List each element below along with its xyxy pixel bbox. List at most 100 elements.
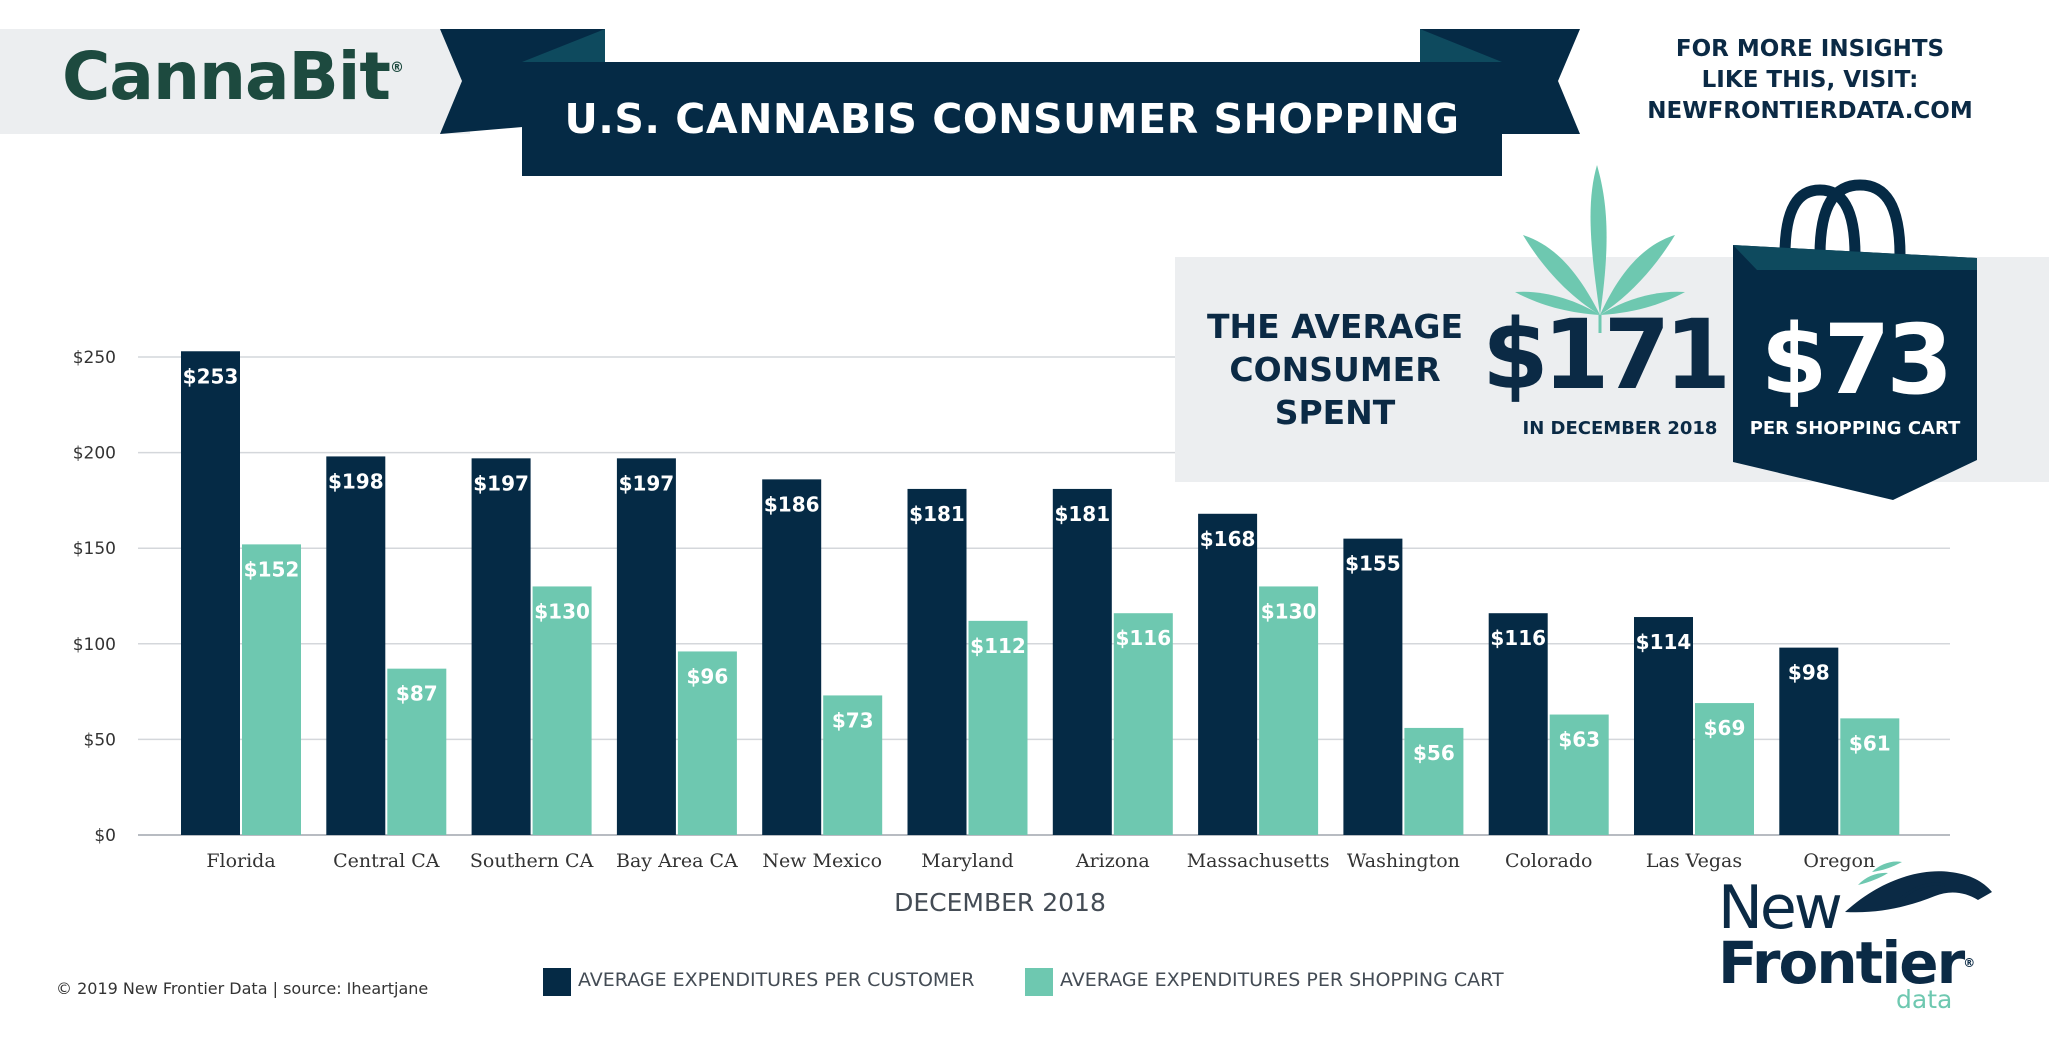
cart-spend-value: $73 xyxy=(1760,304,1953,416)
data-label-cart: $112 xyxy=(970,634,1026,658)
data-label-cart: $130 xyxy=(1261,599,1317,623)
bar-customer xyxy=(1052,488,1112,835)
x-axis-ticks: Florida Central CA Southern CA Bay Area CA N… xyxy=(206,850,1875,872)
cannabis-leaf-icon xyxy=(1515,165,1685,333)
data-label-customer: $168 xyxy=(1200,527,1256,551)
avg-label-line-1: THE AVERAGE xyxy=(1206,307,1464,346)
data-label-customer: $116 xyxy=(1490,626,1546,650)
x-tick-label: Maryland xyxy=(921,850,1013,872)
bar-customer xyxy=(1779,647,1839,835)
bar-customer xyxy=(1198,513,1258,835)
bar-cart xyxy=(968,620,1028,835)
bar-cart xyxy=(1259,586,1319,835)
bar-cart xyxy=(1695,703,1754,835)
bar-cart xyxy=(1840,718,1900,835)
legend-swatch-cart xyxy=(1025,968,1053,996)
nf-logo-new: New xyxy=(1718,873,1843,943)
data-label-cart: $56 xyxy=(1413,741,1455,765)
bar-cart xyxy=(1549,714,1609,835)
data-label-cart: $152 xyxy=(244,557,300,581)
data-label-cart: $130 xyxy=(534,599,590,623)
y-axis-ticks: $0 $50 $100 $150 $200 $250 xyxy=(73,348,116,846)
insights-line-2: LIKE THIS, VISIT: xyxy=(1701,67,1919,93)
bar-cart xyxy=(1404,727,1464,835)
bar-cart xyxy=(1113,613,1173,835)
legend-swatch-customer xyxy=(543,968,571,996)
legend-label-customer: AVERAGE EXPENDITURES PER CUSTOMER xyxy=(578,969,975,991)
x-tick-label: Las Vegas xyxy=(1646,850,1742,872)
data-label-cart: $61 xyxy=(1849,731,1891,755)
data-label-customer: $114 xyxy=(1636,630,1692,654)
data-label-customer: $186 xyxy=(764,492,820,516)
avg-label-line-3: SPENT xyxy=(1274,393,1396,432)
page-title: U.S. CANNABIS CONSUMER SHOPPING xyxy=(564,95,1460,143)
data-label-cart: $87 xyxy=(396,682,438,706)
data-label-customer: $197 xyxy=(473,471,529,495)
insights-url: NEWFRONTIERDATA.COM xyxy=(1647,98,1973,124)
bar-cart xyxy=(242,544,301,835)
y-tick-label: $250 xyxy=(73,348,116,368)
title-ribbon xyxy=(440,29,1580,176)
bar-labels: $253 $152 $198 $87 $197 $130 $197 $96 $186 $73 $18… xyxy=(183,364,1891,765)
bar-customer xyxy=(471,458,531,835)
data-label-cart: $96 xyxy=(687,664,729,688)
nf-logo-data: data xyxy=(1896,985,1953,1014)
bar-customer xyxy=(907,488,967,835)
data-label-customer: $181 xyxy=(1054,502,1110,526)
y-tick-label: $100 xyxy=(73,635,116,655)
insights-callout: FOR MORE INSIGHTS LIKE THIS, VISIT: NEWF… xyxy=(1630,34,1990,127)
nf-logo-frontier-text: Frontier xyxy=(1718,929,1965,997)
bar-customer xyxy=(762,479,822,835)
monthly-spend-value: $171 xyxy=(1482,299,1731,411)
x-axis-title: DECEMBER 2018 xyxy=(894,888,1106,917)
data-label-customer: $181 xyxy=(909,502,965,526)
insights-line-1: FOR MORE INSIGHTS xyxy=(1675,36,1945,62)
y-tick-label: $150 xyxy=(73,539,116,559)
data-label-cart: $63 xyxy=(1558,728,1600,752)
bar-customer xyxy=(1343,538,1403,835)
nf-logo-mark: ® xyxy=(1963,956,1975,970)
bar-customer xyxy=(1634,617,1693,835)
avg-label-line-2: CONSUMER xyxy=(1229,350,1441,389)
data-label-customer: $198 xyxy=(328,469,384,493)
bar-cart xyxy=(677,651,737,835)
x-tick-label: Washington xyxy=(1347,850,1460,872)
data-label-cart: $116 xyxy=(1115,626,1171,650)
bar-customer xyxy=(326,456,386,835)
logo-mark: ® xyxy=(389,60,404,76)
x-tick-label: Oregon xyxy=(1803,850,1875,872)
data-label-cart: $73 xyxy=(832,708,874,732)
y-tick-label: $50 xyxy=(84,730,116,750)
x-tick-label: Bay Area CA xyxy=(616,850,738,872)
bar-customer xyxy=(1488,613,1548,835)
bar-cart xyxy=(532,586,592,835)
x-tick-label: Arizona xyxy=(1075,850,1150,872)
y-tick-label: $200 xyxy=(73,444,116,464)
monthly-spend-caption: IN DECEMBER 2018 xyxy=(1522,418,1718,439)
shopping-bag-icon xyxy=(1733,179,1977,500)
x-tick-label: New Mexico xyxy=(762,850,882,872)
x-tick-label: Southern CA xyxy=(470,850,594,872)
data-label-cart: $69 xyxy=(1704,716,1746,740)
bar-cart xyxy=(823,695,883,835)
cart-spend-caption: PER SHOPPING CART xyxy=(1749,418,1961,439)
bar-cart xyxy=(387,668,447,835)
bar-customer xyxy=(181,351,240,835)
logo-text: CannaBit xyxy=(62,38,391,115)
header-band xyxy=(0,29,470,134)
nf-logo-frontier: Frontier® xyxy=(1718,933,1975,993)
bars xyxy=(181,351,1900,835)
x-tick-label: Central CA xyxy=(333,850,440,872)
x-tick-label: Florida xyxy=(206,850,275,872)
data-label-customer: $98 xyxy=(1788,661,1830,685)
x-tick-label: Colorado xyxy=(1505,850,1593,872)
legend-label-cart: AVERAGE EXPENDITURES PER SHOPPING CART xyxy=(1060,969,1504,991)
x-tick-label: Massachusetts xyxy=(1187,850,1330,872)
cannabit-logo: CannaBit® xyxy=(62,38,404,115)
average-consumer-label: THE AVERAGE CONSUMER SPENT xyxy=(1195,305,1475,434)
copyright-source: © 2019 New Frontier Data | source: Ihear… xyxy=(56,979,429,998)
data-label-customer: $155 xyxy=(1345,552,1401,576)
